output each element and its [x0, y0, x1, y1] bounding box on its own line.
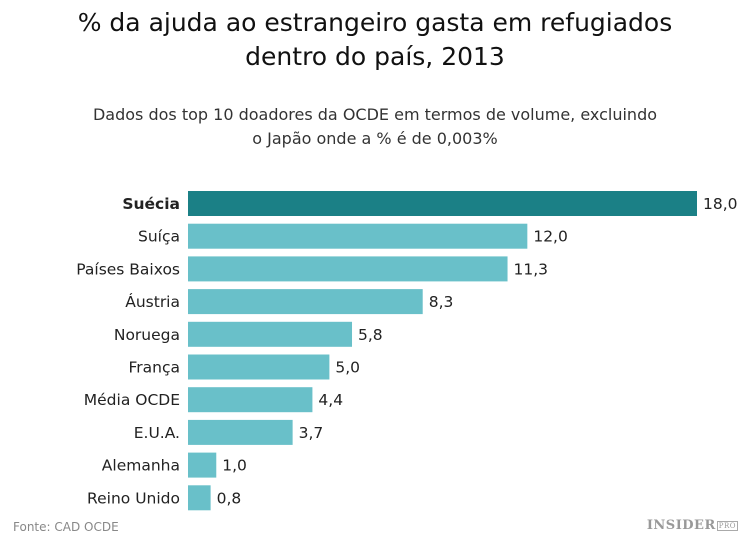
bar — [188, 387, 313, 413]
category-label: Noruega — [114, 326, 180, 344]
value-label: 18,0 — [703, 195, 738, 213]
category-label: E.U.A. — [134, 424, 180, 442]
bar — [188, 289, 423, 315]
category-label: Suíça — [138, 228, 180, 246]
bar — [188, 191, 697, 216]
value-label: 1,0 — [222, 457, 247, 475]
bar — [188, 419, 293, 445]
bar — [188, 256, 508, 282]
title-line: % da ajuda ao estrangeiro gasta em refug… — [77, 8, 673, 37]
value-label: 4,4 — [318, 391, 343, 409]
category-label: Áustria — [125, 292, 180, 311]
logo-text: INSIDER — [646, 518, 716, 533]
category-label: França — [128, 359, 180, 377]
bar — [188, 321, 353, 347]
value-label: 8,3 — [429, 293, 454, 311]
chart-subtitle: Dados dos top 10 doadores da OCDE em ter… — [0, 103, 750, 151]
subtitle-line: o Japão onde a % é de 0,003% — [252, 129, 498, 148]
chart-title: % da ajuda ao estrangeiro gasta em refug… — [0, 6, 750, 74]
bar — [188, 452, 217, 478]
value-label: 3,7 — [299, 424, 324, 442]
insider-logo: INSIDER PRO — [647, 518, 738, 533]
category-label: Países Baixos — [76, 260, 180, 278]
value-label: 5,0 — [335, 359, 360, 377]
bar — [188, 354, 330, 380]
category-label: Reino Unido — [87, 489, 180, 507]
source-note: Fonte: CAD OCDE — [13, 520, 119, 534]
title-line: dentro do país, 2013 — [245, 42, 505, 71]
logo-sub: PRO — [716, 520, 738, 531]
value-label: 0,8 — [217, 489, 242, 507]
value-label: 11,3 — [514, 260, 549, 278]
bar — [188, 485, 211, 511]
bar — [188, 223, 528, 249]
category-label: Média OCDE — [84, 391, 180, 409]
value-label: 5,8 — [358, 326, 383, 344]
category-label: Suécia — [122, 195, 180, 213]
value-label: 12,0 — [533, 228, 568, 246]
subtitle-line: Dados dos top 10 doadores da OCDE em ter… — [92, 105, 658, 124]
category-label: Alemanha — [102, 457, 180, 475]
